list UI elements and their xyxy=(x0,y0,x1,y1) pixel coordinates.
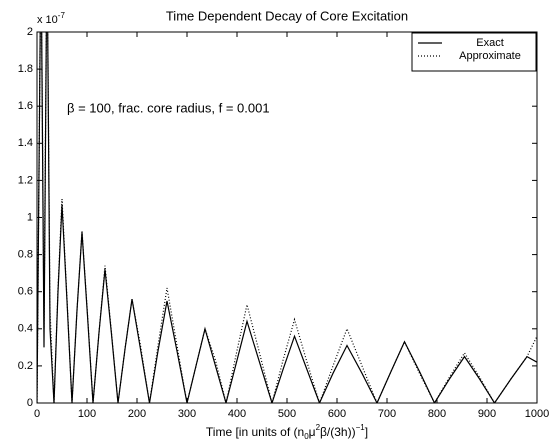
x-tick-label: 500 xyxy=(278,408,296,420)
y-tick-label: 1.6 xyxy=(18,100,33,112)
y-tick-label: 1.4 xyxy=(18,137,33,149)
x-tick-label: 800 xyxy=(428,408,446,420)
xlabel-part: β/(3h)) xyxy=(320,425,356,439)
y-tick-label: 0.8 xyxy=(18,249,33,261)
chart-title: Time Dependent Decay of Core Excitation xyxy=(166,8,408,23)
x-tick-label: 100 xyxy=(78,408,96,420)
plot-area xyxy=(37,32,537,403)
x-tick-label: 600 xyxy=(328,408,346,420)
y-tick-label: 1.2 xyxy=(18,174,33,186)
xlabel-part: 0 xyxy=(304,432,309,441)
y-tick-label: 2 xyxy=(27,26,33,38)
x-tick-label: 400 xyxy=(228,408,246,420)
y-tick-label: 0.4 xyxy=(18,323,33,335)
y-tick-label: 1.8 xyxy=(18,63,33,75)
series-line xyxy=(37,32,537,403)
xlabel-part: Time [in units of (n xyxy=(206,425,304,439)
x-tick-label: 1000 xyxy=(525,408,549,420)
xlabel-part: −1 xyxy=(356,423,366,432)
xlabel-part: ] xyxy=(365,425,368,439)
x-tick-label: 200 xyxy=(128,408,146,420)
y-tick-label: 1 xyxy=(27,211,33,223)
axis-multiplier: x 10-7 xyxy=(37,11,65,26)
xlabel-part: μ xyxy=(309,425,316,439)
x-tick-label: 700 xyxy=(378,408,396,420)
multiplier-exponent: -7 xyxy=(58,11,66,20)
y-tick-label: 0.2 xyxy=(18,360,33,372)
legend-label: Approximate xyxy=(459,50,521,62)
plot-frame xyxy=(36,31,538,404)
x-axis-label: Time [in units of (n0μ2β/(3h))−1] xyxy=(206,423,368,441)
x-tick-label: 900 xyxy=(478,408,496,420)
legend-box xyxy=(411,32,537,72)
xlabel-part: 2 xyxy=(316,423,321,432)
y-tick-label: 0 xyxy=(27,397,33,409)
multiplier-base: x 10 xyxy=(37,14,58,26)
legend-label: Exact xyxy=(476,37,504,49)
x-tick-label: 0 xyxy=(34,408,40,420)
x-tick-label: 300 xyxy=(178,408,196,420)
annotation: β = 100, frac. core radius, f = 0.001 xyxy=(67,100,270,115)
y-tick-label: 0.6 xyxy=(18,286,33,298)
